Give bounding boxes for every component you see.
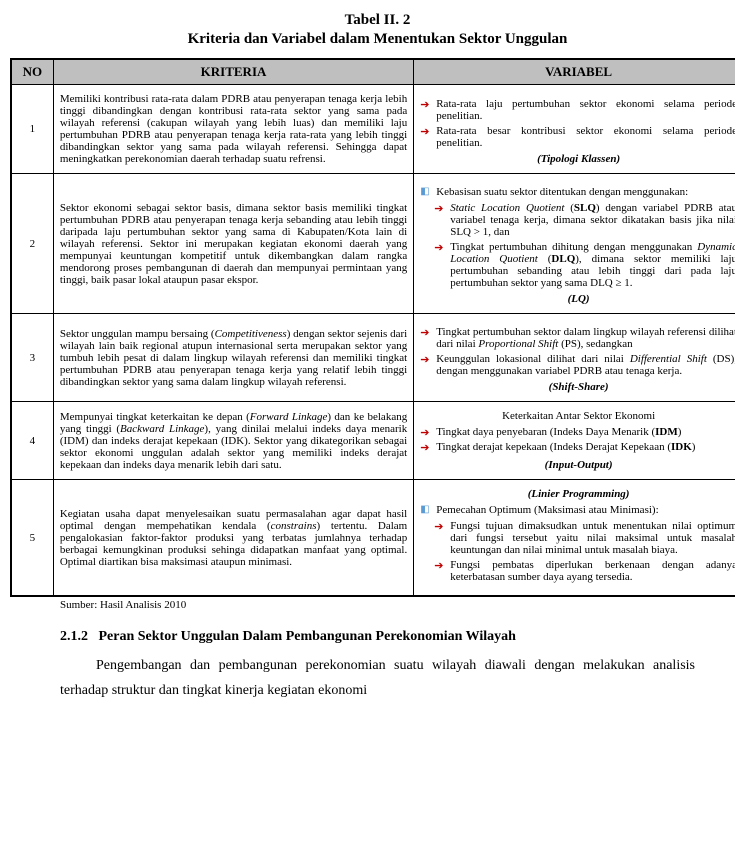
header-no: NO [11,59,53,85]
cell-variabel: Tingkat pertumbuhan sektor dalam lingkup… [414,314,735,402]
variabel-caption: (LQ) [420,293,735,305]
cell-no: 4 [11,402,53,480]
cell-variabel: (Linier Programming) Pemecahan Optimum (… [414,480,735,597]
variabel-item: Static Location Quotient (SLQ) dengan va… [448,202,735,238]
cell-variabel: Rata-rata laju pertumbuhan sektor ekonom… [414,85,735,174]
cell-no: 5 [11,480,53,597]
cell-kriteria: Kegiatan usaha dapat menyelesaikan suatu… [53,480,413,597]
table-row: 3 Sektor unggulan mampu bersaing (Compet… [11,314,735,402]
variabel-caption: (Shift-Share) [420,381,735,393]
variabel-lead: Keterkaitan Antar Sektor Ekonomi [420,410,735,422]
variabel-caption: (Input-Output) [420,459,735,471]
body-paragraph: Pengembangan dan pembangunan perekonomia… [60,653,695,703]
cell-kriteria: Memiliki kontribusi rata-rata dalam PDRB… [53,85,413,174]
header-variabel: VARIABEL [414,59,735,85]
table-row: 2 Sektor ekonomi sebagai sektor basis, d… [11,174,735,314]
cell-variabel: Kebasisan suatu sektor ditentukan dengan… [414,174,735,314]
cell-no: 1 [11,85,53,174]
cell-no: 2 [11,174,53,314]
table-row: 4 Mempunyai tingkat keterkaitan ke depan… [11,402,735,480]
cell-kriteria: Mempunyai tingkat keterkaitan ke depan (… [53,402,413,480]
variabel-item: Tingkat daya penyebaran (Indeks Daya Men… [434,426,735,438]
cell-kriteria: Sektor unggulan mampu bersaing (Competit… [53,314,413,402]
variabel-lead: Kebasisan suatu sektor ditentukan dengan… [434,186,735,198]
table-row: 1 Memiliki kontribusi rata-rata dalam PD… [11,85,735,174]
variabel-lead: Pemecahan Optimum (Maksimasi atau Minima… [434,504,735,516]
header-kriteria: KRITERIA [53,59,413,85]
variabel-item: Tingkat pertumbuhan sektor dalam lingkup… [434,326,735,350]
cell-kriteria: Sektor ekonomi sebagai sektor basis, dim… [53,174,413,314]
variabel-item: Keunggulan lokasional dilihat dari nilai… [434,353,735,377]
variabel-item: Tingkat derajat kepekaan (Indeks Derajat… [434,441,735,453]
variabel-item: Rata-rata besar kontribusi sektor ekonom… [434,125,735,149]
cell-no: 3 [11,314,53,402]
source-note: Sumber: Hasil Analisis 2010 [10,599,735,611]
variabel-item: Fungsi tujuan dimaksudkan untuk menentuk… [448,520,735,556]
table-row: 5 Kegiatan usaha dapat menyelesaikan sua… [11,480,735,597]
variabel-item: Fungsi pembatas diperlukan berkenaan den… [448,559,735,583]
section-number: 2.1.2 [60,629,88,644]
table-title: Kriteria dan Variabel dalam Menentukan S… [10,31,735,48]
table-number: Tabel II. 2 [10,12,735,29]
variabel-item: Tingkat pertumbuhan dihitung dengan meng… [448,241,735,289]
kriteria-table: NO KRITERIA VARIABEL 1 Memiliki kontribu… [10,58,735,597]
cell-variabel: Keterkaitan Antar Sektor Ekonomi Tingkat… [414,402,735,480]
section-title: Peran Sektor Unggulan Dalam Pembangunan … [99,629,516,644]
variabel-item: Rata-rata laju pertumbuhan sektor ekonom… [434,98,735,122]
variabel-caption: (Tipologi Klassen) [420,153,735,165]
section-heading: 2.1.2 Peran Sektor Unggulan Dalam Pemban… [60,629,695,645]
variabel-caption-top: (Linier Programming) [420,488,735,500]
table-header-row: NO KRITERIA VARIABEL [11,59,735,85]
